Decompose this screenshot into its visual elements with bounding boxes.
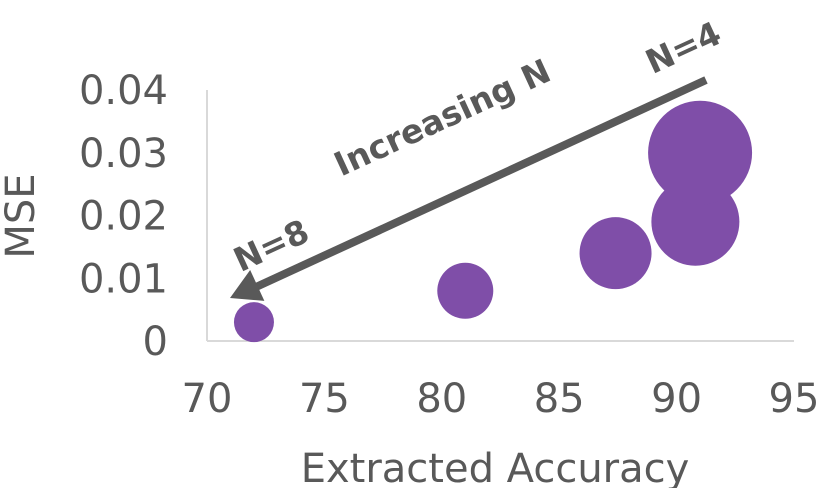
y-axis-title: MSE: [0, 173, 44, 258]
data-point: [648, 100, 753, 205]
arrow-head-icon: [230, 270, 265, 301]
x-tick-labels: 70 75 80 85 90 95: [182, 376, 820, 422]
y-tick-label: 0.03: [79, 131, 168, 177]
y-tick-label: 0.01: [79, 256, 168, 302]
data-point: [579, 217, 652, 290]
y-tick-label: 0.02: [79, 194, 168, 240]
data-points: [233, 100, 753, 343]
x-axis-title: Extracted Accuracy: [301, 446, 690, 488]
x-tick-label: 90: [651, 376, 702, 422]
x-tick-label: 70: [182, 376, 233, 422]
trend-arrow: [254, 76, 708, 291]
x-tick-label: 95: [769, 376, 820, 422]
axes: [206, 90, 794, 342]
data-point: [437, 262, 494, 319]
start-label: N=4: [640, 13, 727, 81]
x-tick-label: 75: [299, 376, 350, 422]
y-tick-labels: 0 0.01 0.02 0.03 0.04: [79, 68, 168, 365]
x-tick-label: 80: [416, 376, 467, 422]
x-tick-label: 85: [534, 376, 585, 422]
y-tick-label: 0.04: [79, 68, 168, 114]
data-point: [233, 302, 274, 343]
y-tick-label: 0: [143, 319, 168, 365]
